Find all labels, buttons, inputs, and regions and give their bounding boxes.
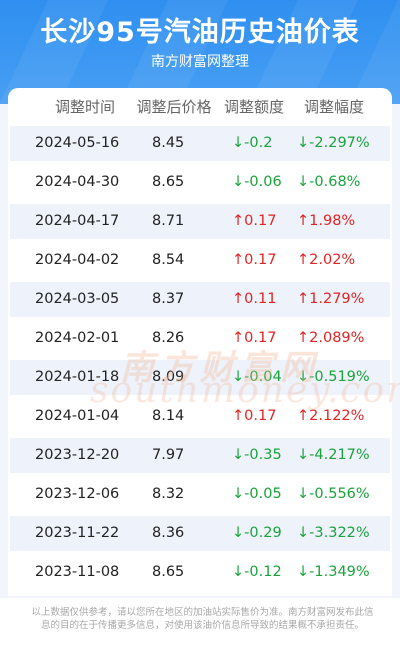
cell-delta: ↓-0.29 xyxy=(232,525,282,541)
cell-price: 8.71 xyxy=(152,213,185,229)
cell-delta: ↑0.17 xyxy=(232,252,277,268)
table-row: 2024-01-04 8.14 ↑0.17 ↑2.122% xyxy=(10,399,390,434)
cell-date: 2024-03-05 xyxy=(35,291,120,307)
cell-pct: ↓-0.519% xyxy=(297,369,370,385)
table-row: 2024-02-01 8.26 ↑0.17 ↑2.089% xyxy=(10,321,390,356)
cell-pct: ↑2.089% xyxy=(297,330,365,346)
cell-date: 2023-11-22 xyxy=(35,525,120,541)
cell-date: 2023-12-06 xyxy=(35,486,120,502)
table-row: 2023-11-22 8.36 ↓-0.29 ↓-3.322% xyxy=(10,516,390,551)
table-row: 2023-12-20 7.97 ↓-0.35 ↓-4.217% xyxy=(10,438,390,473)
cell-price: 8.54 xyxy=(152,252,185,268)
column-header-date: 调整时间 xyxy=(54,98,115,116)
cell-price: 8.45 xyxy=(152,135,185,151)
cell-price: 8.65 xyxy=(152,174,185,190)
cell-pct: ↑1.98% xyxy=(297,213,356,229)
column-header-pct: 调整幅度 xyxy=(303,98,364,116)
cell-pct: ↑1.279% xyxy=(297,291,365,307)
cell-date: 2024-01-04 xyxy=(35,408,120,424)
cell-pct: ↓-3.322% xyxy=(297,525,370,541)
table-row: 2024-01-18 8.09 ↓-0.04 ↓-0.519% xyxy=(10,360,390,395)
column-header-price: 调整后价格 xyxy=(136,98,212,116)
cell-price: 8.26 xyxy=(152,330,185,346)
table-row: 2024-04-30 8.65 ↓-0.06 ↓-0.68% xyxy=(10,165,390,200)
cell-date: 2024-04-30 xyxy=(35,174,120,190)
cell-date: 2024-04-17 xyxy=(35,213,120,229)
cell-delta: ↓-0.04 xyxy=(232,369,282,385)
cell-price: 7.97 xyxy=(152,447,185,463)
cell-date: 2023-12-20 xyxy=(35,447,120,463)
cell-delta: ↓-0.2 xyxy=(232,135,273,151)
table-row: 2024-05-16 8.45 ↓-0.2 ↓-2.297% xyxy=(10,126,390,161)
cell-price: 8.09 xyxy=(152,369,185,385)
cell-price: 8.65 xyxy=(152,564,185,580)
cell-pct: ↓-0.556% xyxy=(297,486,370,502)
cell-delta: ↑0.17 xyxy=(232,213,277,229)
cell-pct: ↓-2.297% xyxy=(297,135,370,151)
table-row: 2023-12-06 8.32 ↓-0.05 ↓-0.556% xyxy=(10,477,390,512)
disclaimer-text: 以上数据仅供参考，请以您所在地区的加油站实际售价为准。南方财富网发布此信息的目的… xyxy=(31,607,374,631)
cell-date: 2024-05-16 xyxy=(35,135,120,151)
table-row: 2024-04-02 8.54 ↑0.17 ↑2.02% xyxy=(10,243,390,278)
page-subtitle: 南方财富网整理 xyxy=(151,54,249,70)
cell-date: 2023-11-08 xyxy=(35,564,120,580)
cell-pct: ↓-1.349% xyxy=(297,564,370,580)
page-header: 长沙95号汽油历史油价表 南方财富网整理 xyxy=(0,0,400,104)
cell-delta: ↓-0.12 xyxy=(232,564,282,580)
cell-delta: ↑0.11 xyxy=(232,291,277,307)
footer xyxy=(0,598,400,645)
page-title: 长沙95号汽油历史油价表 xyxy=(40,17,360,48)
cell-pct: ↓-4.217% xyxy=(297,447,370,463)
cell-delta: ↓-0.06 xyxy=(232,174,282,190)
table-row: 2024-03-05 8.37 ↑0.11 ↑1.279% xyxy=(10,282,390,317)
cell-pct: ↑2.122% xyxy=(297,408,365,424)
cell-pct: ↑2.02% xyxy=(297,252,356,268)
cell-price: 8.32 xyxy=(152,486,185,502)
cell-delta: ↑0.17 xyxy=(232,408,277,424)
column-header-delta: 调整额度 xyxy=(223,98,284,116)
cell-price: 8.14 xyxy=(152,408,185,424)
cell-date: 2024-04-02 xyxy=(35,252,120,268)
cell-price: 8.37 xyxy=(152,291,185,307)
cell-date: 2024-01-18 xyxy=(35,369,120,385)
cell-delta: ↓-0.35 xyxy=(232,447,282,463)
cell-price: 8.36 xyxy=(152,525,185,541)
cell-delta: ↑0.17 xyxy=(232,330,277,346)
cell-pct: ↓-0.68% xyxy=(297,174,361,190)
table-row: 2024-04-17 8.71 ↑0.17 ↑1.98% xyxy=(10,204,390,239)
cell-date: 2024-02-01 xyxy=(35,330,120,346)
cell-delta: ↓-0.05 xyxy=(232,486,282,502)
table-row: 2023-11-08 8.65 ↓-0.12 ↓-1.349% xyxy=(10,555,390,590)
